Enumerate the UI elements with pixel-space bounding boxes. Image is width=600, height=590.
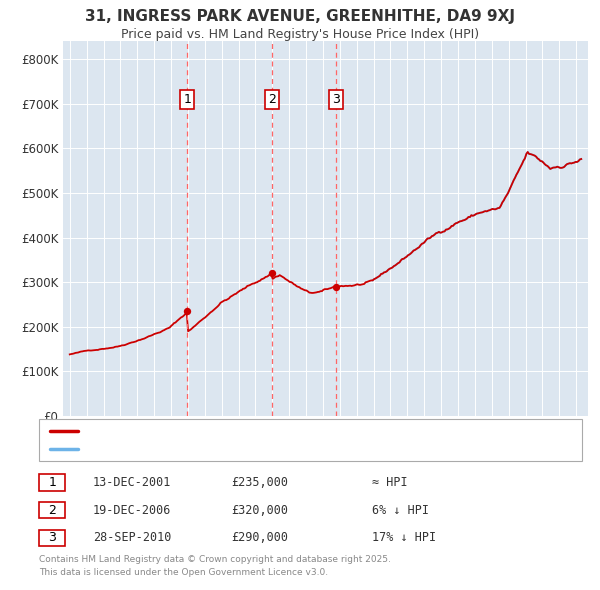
Text: Price paid vs. HM Land Registry's House Price Index (HPI): Price paid vs. HM Land Registry's House … bbox=[121, 28, 479, 41]
Text: 28-SEP-2010: 28-SEP-2010 bbox=[93, 531, 172, 545]
Text: 1: 1 bbox=[184, 93, 191, 106]
Text: £235,000: £235,000 bbox=[231, 476, 288, 489]
Text: 2: 2 bbox=[48, 503, 56, 517]
Point bbox=[267, 268, 277, 278]
Text: 1: 1 bbox=[48, 476, 56, 489]
Text: 3: 3 bbox=[48, 531, 56, 545]
Text: 3: 3 bbox=[332, 93, 340, 106]
Text: 17% ↓ HPI: 17% ↓ HPI bbox=[372, 531, 436, 545]
Text: £320,000: £320,000 bbox=[231, 503, 288, 517]
Text: 31, INGRESS PARK AVENUE, GREENHITHE, DA9 9XJ (detached house): 31, INGRESS PARK AVENUE, GREENHITHE, DA9… bbox=[83, 426, 460, 436]
Text: 19-DEC-2006: 19-DEC-2006 bbox=[93, 503, 172, 517]
Text: 13-DEC-2001: 13-DEC-2001 bbox=[93, 476, 172, 489]
Point bbox=[331, 282, 340, 291]
Text: 31, INGRESS PARK AVENUE, GREENHITHE, DA9 9XJ: 31, INGRESS PARK AVENUE, GREENHITHE, DA9… bbox=[85, 9, 515, 24]
Text: 6% ↓ HPI: 6% ↓ HPI bbox=[372, 503, 429, 517]
Text: ≈ HPI: ≈ HPI bbox=[372, 476, 407, 489]
Text: Contains HM Land Registry data © Crown copyright and database right 2025.: Contains HM Land Registry data © Crown c… bbox=[39, 555, 391, 563]
Text: This data is licensed under the Open Government Licence v3.0.: This data is licensed under the Open Gov… bbox=[39, 568, 328, 576]
Text: HPI: Average price, detached house, Dartford: HPI: Average price, detached house, Dart… bbox=[83, 444, 331, 454]
Point bbox=[182, 306, 192, 316]
Text: 2: 2 bbox=[268, 93, 276, 106]
Text: £290,000: £290,000 bbox=[231, 531, 288, 545]
